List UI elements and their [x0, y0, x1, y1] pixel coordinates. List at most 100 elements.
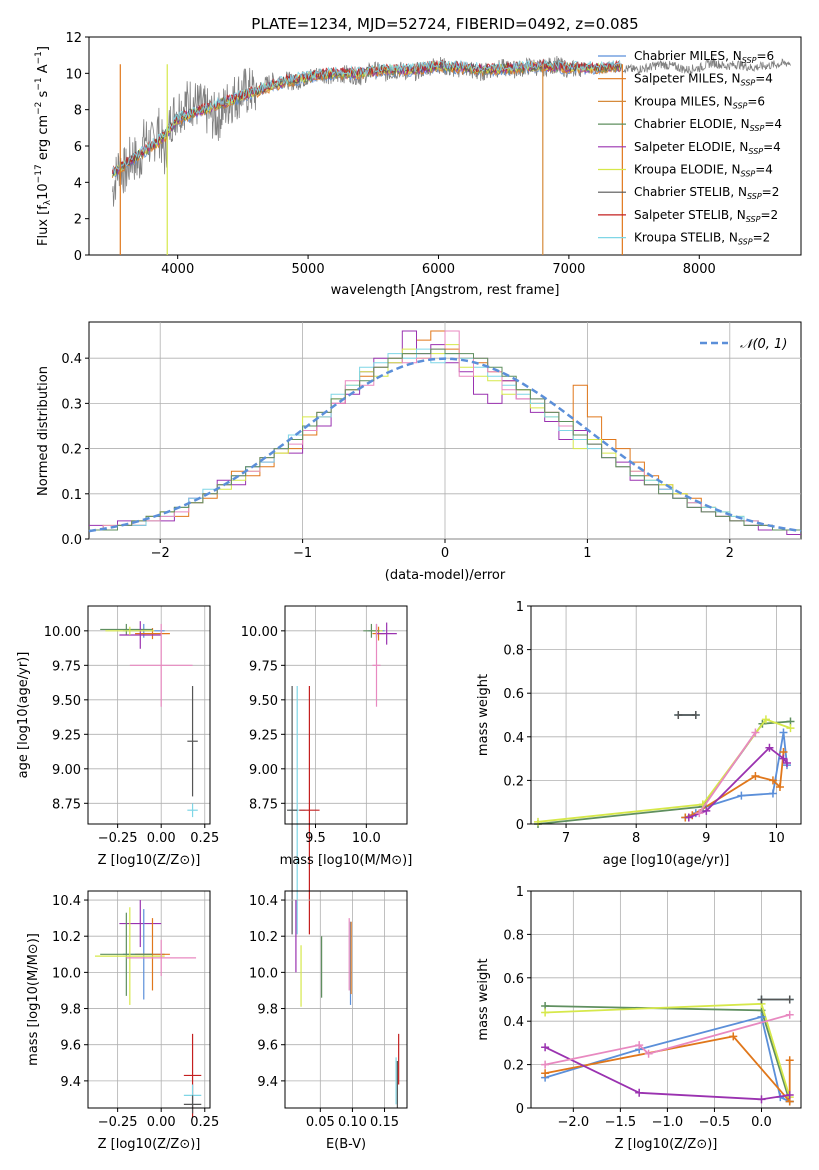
weight-marker — [751, 728, 760, 737]
axes-frame — [284, 890, 408, 1109]
y-tick-label: 10.0 — [52, 966, 81, 981]
weight-marker — [779, 728, 788, 737]
y-tick-label: 9.00 — [249, 763, 278, 778]
y-axis-label: mass weight — [476, 958, 491, 1040]
x-tick-label: 10 — [768, 831, 785, 846]
y-tick-label: 9.6 — [257, 1039, 278, 1054]
y-tick-label: 4 — [74, 176, 82, 191]
legend-label: Chabrier STELIB, NSSP=2 — [634, 185, 779, 201]
legend-label: Kroupa ELODIE, NSSP=4 — [634, 163, 773, 179]
weight-marker — [541, 1069, 550, 1078]
x-tick-label: −0.25 — [98, 1115, 138, 1130]
model-line-2 — [112, 62, 621, 174]
x-tick-label: 8000 — [683, 262, 716, 277]
spectrum-model-lines — [112, 58, 623, 255]
y-tick-label: 9.25 — [249, 728, 278, 743]
weight-marker — [644, 1049, 653, 1058]
y-tick-label: 0.6 — [503, 687, 524, 702]
legend-label: Salpeter ELODIE, NSSP=4 — [634, 140, 781, 156]
spectrum-x-ticks: 4000 5000 6000 7000 8000 — [161, 255, 716, 277]
residual-ticks: −2 −1 0 1 2 0.0 0.1 0.2 0.3 0.4 — [61, 352, 734, 561]
axes-frame — [284, 605, 408, 825]
x-tick-label: 0.0 — [751, 1115, 772, 1130]
spectrum-legend: Chabrier MILES, NSSP=6 Salpeter MILES, NS… — [598, 49, 782, 247]
weight-marker — [768, 776, 777, 785]
y-tick-label: 0.4 — [61, 352, 82, 367]
y-tick-label: 2 — [74, 213, 82, 228]
weight-marker — [757, 995, 766, 1004]
y-tick-label: 10.2 — [52, 930, 81, 945]
y-tick-label: 0.0 — [61, 533, 82, 548]
axes-frame — [530, 605, 802, 825]
weight-marker — [765, 743, 774, 752]
y-tick-label: 9.8 — [60, 1003, 81, 1018]
x-tick-label: 5000 — [292, 262, 325, 277]
weight-marker — [751, 772, 760, 781]
y-axis-label: age [log10(age/yr)] — [16, 652, 31, 779]
x-tick-label: 0.00 — [147, 1115, 176, 1130]
spectrum-y-label: Flux [fλ10−17 erg cm−2 s−1 A−1] — [34, 46, 53, 246]
weight-marker — [785, 995, 794, 1004]
y-axis-label: mass [log10(M/M⊙)] — [26, 933, 41, 1066]
x-tick-label: 9 — [702, 831, 710, 846]
y-axis-label: mass weight — [476, 674, 491, 756]
histogram-5 — [89, 348, 801, 531]
weight-line-4 — [537, 718, 791, 823]
weight-marker — [761, 715, 770, 724]
y-tick-label: 0.1 — [61, 488, 82, 503]
y-tick-label: 9.50 — [52, 694, 81, 709]
y-tick-label: 9.75 — [52, 659, 81, 674]
weight-marker — [737, 791, 746, 800]
weight-marker — [635, 1041, 644, 1050]
weight-marker — [541, 1060, 550, 1069]
x-tick-label: 9.5 — [305, 831, 326, 846]
weight-marker — [785, 1056, 794, 1065]
axes-frame — [87, 890, 211, 1109]
legend-label: Salpeter STELIB, NSSP=2 — [634, 208, 778, 224]
y-tick-label: 9.8 — [257, 1003, 278, 1018]
residual-y-label: Normed distribution — [36, 366, 51, 496]
y-tick-label: 0.6 — [503, 972, 524, 987]
weight-marker — [684, 813, 693, 822]
spectrum-title: PLATE=1234, MJD=52724, FIBERID=0492, z=0… — [251, 15, 638, 33]
x-tick-label: 4000 — [161, 262, 194, 277]
legend-label: Salpeter MILES, NSSP=4 — [634, 72, 773, 88]
mass-vs-ebv-panel: 0.05 0.10 0.15 9.4 9.6 9.8 10.0 10.2 10.4 E(B-V) — [249, 890, 408, 1152]
x-tick-label: 6000 — [422, 262, 455, 277]
x-tick-label: −2.0 — [558, 1115, 590, 1130]
y-tick-label: 0.2 — [61, 443, 82, 458]
y-tick-label: 0.8 — [503, 644, 524, 659]
y-tick-label: 9.6 — [60, 1039, 81, 1054]
y-tick-label: 1 — [516, 600, 524, 615]
legend-label: Chabrier MILES, NSSP=6 — [634, 49, 774, 65]
y-tick-label: 1 — [516, 885, 524, 900]
legend-label: Kroupa STELIB, NSSP=2 — [634, 231, 770, 247]
weight-marker — [702, 806, 711, 815]
massweight-vs-age-panel: 7 8 9 10 0 0.2 0.4 0.6 0.8 1 age [log10(age/yr)] ma… — [476, 600, 802, 868]
y-tick-label: 12 — [65, 31, 82, 46]
weight-marker — [635, 1088, 644, 1097]
x-tick-label: 7000 — [552, 262, 585, 277]
y-tick-label: 9.4 — [257, 1075, 278, 1090]
x-axis-label: E(B-V) — [326, 1137, 366, 1152]
y-tick-label: 10.0 — [249, 966, 278, 981]
y-tick-label: 8.75 — [249, 797, 278, 812]
age-vs-metallicity-panel: −0.25 0.00 0.25 8.75 9.00 9.25 9.50 9.75 10.00 Z … — [16, 605, 219, 868]
weight-marker — [541, 1008, 550, 1017]
y-tick-label: 9.50 — [249, 694, 278, 709]
y-tick-label: 8 — [74, 104, 82, 119]
y-tick-label: 0 — [74, 249, 82, 264]
y-tick-label: 0 — [516, 1102, 524, 1117]
weight-line-5 — [698, 731, 757, 814]
spectrum-panel: PLATE=1234, MJD=52724, FIBERID=0492, z=0… — [34, 15, 802, 298]
weight-marker — [782, 758, 791, 767]
x-tick-label: −0.25 — [98, 831, 138, 846]
x-tick-label: 7 — [562, 831, 570, 846]
y-tick-label: 9.75 — [249, 659, 278, 674]
y-tick-label: 10.00 — [241, 625, 278, 640]
x-tick-label: 10.0 — [352, 831, 381, 846]
x-axis-label: Z [log10(Z/Z⊙)] — [98, 1137, 201, 1152]
x-tick-label: 0.15 — [370, 1115, 399, 1130]
x-tick-label: 0 — [441, 546, 449, 561]
